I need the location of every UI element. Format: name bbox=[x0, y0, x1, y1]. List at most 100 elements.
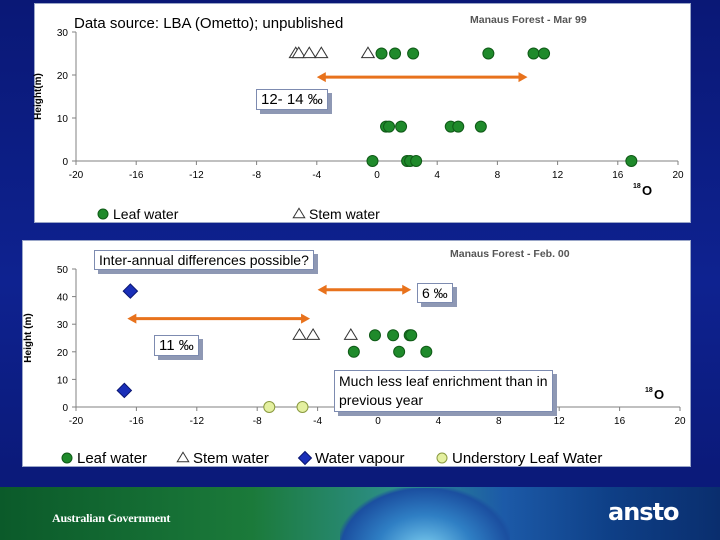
legend-label: Leaf water bbox=[113, 206, 179, 222]
callout-conclusion-line1: Much less leaf enrichment than in bbox=[339, 373, 548, 389]
legend-marker bbox=[297, 450, 313, 466]
x-axis-label: O bbox=[654, 387, 664, 402]
legend-label: Water vapour bbox=[315, 450, 404, 467]
x-tick-label: -20 bbox=[69, 416, 84, 427]
callout-conclusion: Much less leaf enrichment than in previo… bbox=[334, 370, 553, 412]
x-axis-label-superscript: 18 bbox=[645, 387, 653, 394]
legend-marker bbox=[436, 452, 448, 464]
chart-panel-mar99: -20 -16 -12 -8 -4 0 4 8 12 16 20 0 10 20 30 Height(m) 18… bbox=[33, 3, 691, 223]
range-arrow bbox=[316, 72, 528, 83]
data-point-circle bbox=[387, 329, 400, 342]
data-point-triangle bbox=[360, 46, 376, 59]
x-tick-label: -4 bbox=[312, 170, 321, 181]
legend-marker bbox=[61, 452, 73, 464]
x-tick-label: -4 bbox=[313, 416, 322, 427]
legend-label: Stem water bbox=[309, 206, 380, 222]
callout-conclusion-line2: previous year bbox=[339, 392, 424, 408]
range-arrow-head-left bbox=[317, 284, 327, 295]
range-arrow-head-right bbox=[301, 313, 311, 324]
x-tick-label: 4 bbox=[434, 170, 440, 181]
x-tick-label: -8 bbox=[252, 170, 261, 181]
x-tick-label: 16 bbox=[612, 170, 624, 181]
x-tick-label: 20 bbox=[674, 416, 686, 427]
y-tick-label: 0 bbox=[62, 403, 68, 414]
y-tick-label: 50 bbox=[57, 265, 69, 276]
data-source-note: Data source: LBA (Ometto); unpublished bbox=[74, 15, 344, 32]
data-point-circle bbox=[366, 155, 379, 167]
y-tick-label: 0 bbox=[62, 157, 68, 168]
x-tick-label: -8 bbox=[253, 416, 262, 427]
range-arrow bbox=[127, 313, 311, 324]
callout-vapour-difference: 6 ‰ bbox=[417, 283, 453, 303]
y-tick-label: 20 bbox=[57, 71, 69, 82]
legend-label: Understory Leaf Water bbox=[452, 450, 602, 467]
legend-marker bbox=[176, 451, 190, 463]
y-tick-label: 30 bbox=[57, 320, 69, 331]
x-tick-label: 4 bbox=[436, 416, 442, 427]
x-tick-label: -16 bbox=[129, 170, 144, 181]
x-tick-label: 0 bbox=[374, 170, 380, 181]
data-point-triangle bbox=[291, 46, 306, 59]
data-point-circle bbox=[389, 47, 402, 60]
range-arrow-head-left bbox=[316, 72, 326, 83]
data-point-circle bbox=[368, 329, 381, 342]
x-tick-label: 8 bbox=[496, 416, 502, 427]
legend-marker bbox=[97, 208, 109, 220]
data-point-circle bbox=[482, 47, 495, 60]
data-point-circle bbox=[393, 345, 406, 358]
data-point-circle bbox=[625, 155, 638, 167]
data-point-circle bbox=[474, 120, 487, 133]
x-tick-label: 8 bbox=[495, 170, 501, 181]
callout-bottom-range: 11 ‰ bbox=[154, 335, 199, 356]
y-tick-label: 10 bbox=[57, 375, 69, 386]
range-arrow-head-right bbox=[402, 284, 412, 295]
callout-top-range: 12- 14 ‰ bbox=[256, 89, 328, 110]
data-point-triangle bbox=[302, 46, 317, 59]
x-axis-label-superscript: 18 bbox=[633, 183, 641, 190]
brand-logo: ansto bbox=[608, 498, 680, 526]
data-point-circle bbox=[347, 345, 360, 358]
globe-image bbox=[340, 488, 510, 540]
range-arrow-head-left bbox=[127, 313, 137, 324]
government-logo-text: Australian Government bbox=[52, 511, 171, 525]
range-arrow bbox=[317, 284, 412, 295]
data-point-triangle bbox=[305, 328, 321, 340]
data-point-triangle bbox=[292, 328, 307, 340]
data-point-circle bbox=[527, 47, 540, 60]
chart-title: Manaus Forest - Feb. 00 bbox=[450, 248, 570, 260]
x-tick-label: -20 bbox=[69, 170, 84, 181]
data-point-diamond bbox=[122, 283, 139, 299]
data-point-triangle bbox=[343, 328, 359, 340]
data-point-circle bbox=[410, 155, 423, 167]
data-point-circle bbox=[452, 120, 465, 133]
x-tick-label: -16 bbox=[129, 416, 144, 427]
data-point-circle bbox=[407, 47, 420, 60]
chart-panel-feb00: -20 -16 -12 -8 -4 0 4 8 12 16 20 0 10 20 30 40 50 Height … bbox=[22, 240, 691, 467]
data-point-circle bbox=[395, 120, 408, 133]
data-point-circle-light bbox=[296, 401, 309, 413]
legend-label: Leaf water bbox=[77, 450, 147, 467]
x-tick-label: 12 bbox=[554, 416, 566, 427]
y-tick-label: 30 bbox=[57, 28, 69, 39]
x-tick-label: -12 bbox=[190, 416, 205, 427]
y-tick-label: 10 bbox=[57, 114, 69, 125]
x-tick-label: 0 bbox=[375, 416, 381, 427]
x-axis-label: O bbox=[642, 183, 652, 198]
x-tick-label: 12 bbox=[552, 170, 564, 181]
data-point-triangle bbox=[314, 46, 329, 59]
data-point-circle bbox=[420, 345, 433, 358]
x-tick-label: 16 bbox=[614, 416, 626, 427]
data-point-circle bbox=[383, 120, 396, 133]
y-tick-label: 20 bbox=[57, 348, 69, 359]
y-axis-label: Height(m) bbox=[33, 73, 44, 120]
data-point-circle bbox=[538, 47, 551, 60]
range-arrow-head-right bbox=[518, 72, 528, 83]
y-tick-label: 40 bbox=[57, 293, 69, 304]
y-axis-label: Height (m) bbox=[23, 313, 34, 362]
x-tick-label: 20 bbox=[672, 170, 684, 181]
data-point-circle-light bbox=[263, 401, 276, 413]
chart-mar99: -20 -16 -12 -8 -4 0 4 8 12 16 20 0 10 20 30 Height(m) 18… bbox=[33, 14, 684, 222]
chart-title: Manaus Forest - Mar 99 bbox=[470, 14, 587, 26]
chart-feb00: -20 -16 -12 -8 -4 0 4 8 12 16 20 0 10 20 30 40 50 Height … bbox=[23, 248, 686, 467]
legend-label: Stem water bbox=[193, 450, 269, 467]
